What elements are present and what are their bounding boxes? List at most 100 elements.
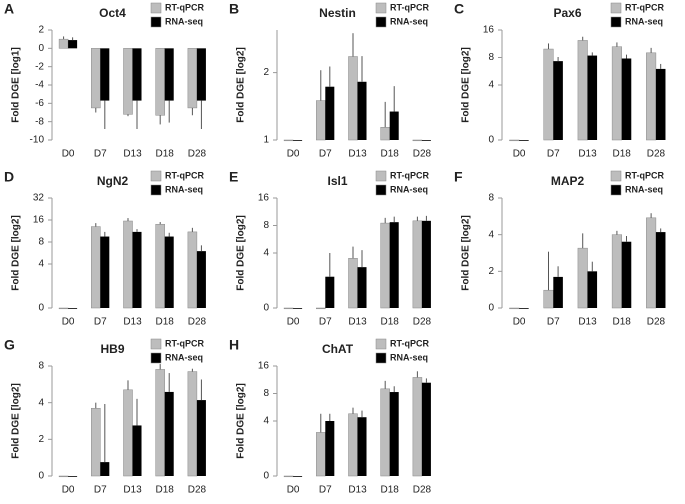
- bar: [58, 38, 69, 49]
- bar: [68, 40, 78, 49]
- legend-label: RNA-seq: [165, 352, 203, 362]
- chart-title: Pax6: [553, 6, 581, 20]
- bar: [389, 222, 399, 308]
- legend-swatch: [610, 2, 622, 14]
- legend-label: RT-qPCR: [165, 170, 204, 180]
- bar: [553, 61, 563, 141]
- bar: [380, 222, 390, 309]
- panel: H ChAT Fold DGE [log2] 0 4 8 16 D0 D7 D13 D18 D28 RT…: [229, 337, 432, 496]
- bar: [587, 55, 598, 140]
- bar: [196, 400, 206, 476]
- x-tick-label: D7: [94, 317, 107, 328]
- chart-title: ChAT: [322, 342, 354, 356]
- y-tick-label: 0: [38, 303, 44, 314]
- x-tick-label: D18: [156, 149, 175, 160]
- x-tick-label: D28: [647, 317, 666, 328]
- bar: [164, 391, 174, 476]
- x-tick-label: D7: [94, 485, 107, 496]
- legend-label: RT-qPCR: [390, 338, 429, 348]
- bar: [621, 241, 632, 308]
- bar: [412, 377, 423, 477]
- bar: [655, 68, 666, 140]
- y-tick-label: 2: [38, 434, 44, 445]
- y-axis-label: Fold DGE [log2]: [236, 215, 247, 291]
- bar: [123, 389, 133, 477]
- panel-label: F: [454, 169, 463, 185]
- x-tick-label: D18: [156, 485, 175, 496]
- panel: D NgN2 Fold DGE [log2] 0 4 8 16 32 D0 D7 D13 D18 D28…: [4, 169, 207, 328]
- bar: [123, 220, 133, 309]
- y-tick-label: 32: [33, 193, 45, 204]
- y-axis-label: Fold DGE [log2]: [236, 383, 247, 459]
- bar: [611, 46, 622, 141]
- y-tick-label: 8: [263, 220, 269, 231]
- y-tick-label: -6: [35, 98, 44, 109]
- x-tick-label: D13: [578, 317, 597, 328]
- x-tick-label: D28: [188, 149, 207, 160]
- legend-label: RT-qPCR: [390, 170, 429, 180]
- y-axis-label: Fold DGE [log2]: [461, 215, 472, 291]
- y-tick-label: 2: [263, 67, 269, 78]
- bar: [421, 140, 431, 141]
- legend-label: RT-qPCR: [625, 170, 664, 180]
- panel: F MAP2 Fold DGE [log2] 0 2 4 8 D0 D7 D13 D18 D28 RT-…: [454, 169, 666, 328]
- y-tick-label: 16: [258, 361, 270, 372]
- legend-swatch: [150, 352, 162, 364]
- legend-label: RNA-seq: [165, 16, 203, 26]
- y-tick-label: 16: [33, 215, 45, 226]
- bar: [164, 48, 174, 101]
- legend-label: RT-qPCR: [165, 2, 204, 12]
- y-tick-label: 4: [488, 80, 494, 91]
- bar: [357, 417, 367, 476]
- chart-title: NgN2: [97, 174, 129, 188]
- y-tick-label: -4: [35, 80, 44, 91]
- panel-label: D: [4, 169, 14, 185]
- x-tick-label: D13: [348, 485, 367, 496]
- y-axis-label: Fold DGE [log2]: [461, 47, 472, 123]
- x-tick-label: D28: [413, 485, 432, 496]
- bar: [283, 139, 294, 142]
- bar: [587, 271, 598, 308]
- y-tick-label: 8: [38, 237, 44, 248]
- bar: [123, 48, 133, 115]
- x-tick-label: D7: [319, 485, 332, 496]
- bar: [325, 86, 335, 140]
- bar: [357, 267, 367, 308]
- x-tick-label: D7: [94, 149, 107, 160]
- legend-label: RNA-seq: [625, 16, 663, 26]
- legend-label: RNA-seq: [625, 184, 663, 194]
- legend-swatch: [375, 170, 387, 182]
- bar: [577, 247, 588, 309]
- bar: [155, 223, 165, 309]
- y-tick-label: 4: [263, 416, 269, 427]
- y-tick-label: 8: [488, 52, 494, 63]
- bar: [91, 48, 101, 109]
- bar: [509, 139, 520, 142]
- x-tick-label: D13: [123, 317, 142, 328]
- bar: [519, 140, 529, 141]
- legend-label: RT-qPCR: [625, 2, 664, 12]
- panel-label: B: [229, 1, 239, 17]
- x-tick-label: D0: [62, 149, 75, 160]
- bar: [293, 140, 303, 141]
- y-tick-label: 1: [263, 135, 269, 146]
- legend-label: RNA-seq: [390, 352, 428, 362]
- y-tick-label: 4: [38, 259, 44, 270]
- x-tick-label: D28: [188, 485, 207, 496]
- panel: G HB9 Fold DGE [log2] 0 2 4 8 D0 D7 D13 D18 D28 RT-q…: [4, 337, 207, 496]
- x-tick-label: D28: [188, 317, 207, 328]
- chart-title: Isl1: [327, 174, 347, 188]
- bar: [196, 48, 206, 101]
- x-tick-label: D0: [62, 317, 75, 328]
- y-tick-label: -8: [35, 116, 44, 127]
- bar: [58, 307, 69, 310]
- legend-label: RNA-seq: [165, 184, 203, 194]
- y-tick-label: 2: [488, 266, 494, 277]
- panel: B Nestin Fold DGE [log2] 1 2 D0 D7 D13 D18 D28 RT-…: [229, 1, 432, 160]
- legend-swatch: [375, 352, 387, 364]
- y-tick-label: 16: [483, 25, 495, 36]
- x-tick-label: D18: [613, 317, 632, 328]
- x-tick-label: D13: [578, 149, 597, 160]
- y-tick-label: 0: [488, 135, 494, 146]
- bar: [283, 475, 294, 478]
